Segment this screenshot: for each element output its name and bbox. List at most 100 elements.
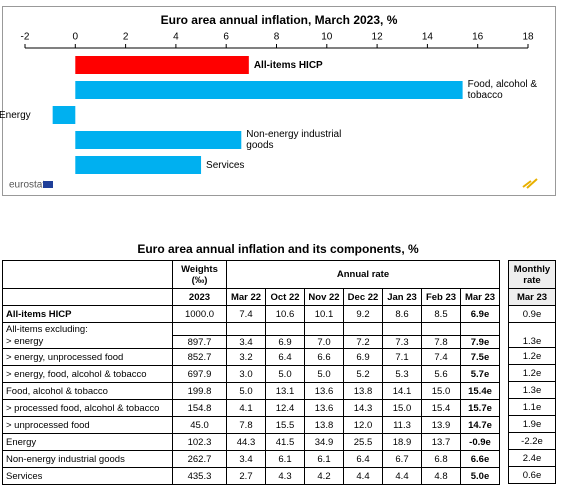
rate-cell: 6.6e	[460, 450, 500, 468]
table-row: 2.4e	[508, 449, 556, 467]
rate-cell: 12.0	[343, 416, 383, 434]
rate-cell: 6.4	[265, 348, 305, 366]
rate-cell: 13.8	[304, 416, 344, 434]
x-tick-label: 12	[372, 32, 384, 43]
header-cell	[2, 288, 173, 306]
bar	[75, 131, 242, 149]
table-row: All-items HICP 1000.0 7.4 10.6 10.1 9.2 8.6 8.5…	[2, 305, 500, 323]
empty-cell	[508, 322, 556, 335]
rate-cell: 15.7e	[460, 399, 500, 417]
row-label: > energy, unprocessed food	[2, 348, 173, 366]
empty-cell	[343, 322, 383, 336]
chart-frame: Euro area annual inflation, March 2023, …	[0, 6, 556, 196]
rate-cell: 6.1	[304, 450, 344, 468]
rate-cell: 34.9	[304, 433, 344, 451]
rate-cell: 7.4	[226, 305, 266, 323]
rate-cell: 15.0	[421, 382, 461, 400]
header-cell: Mar 23	[460, 288, 500, 306]
header-cell: Jan 23	[382, 288, 422, 306]
weight-cell: 435.3	[172, 467, 227, 485]
rate-cell: 11.3	[382, 416, 422, 434]
rate-cell: 3.4	[226, 335, 266, 349]
rate-cell: 7.3	[382, 335, 422, 349]
x-tick-label: 4	[173, 32, 179, 43]
rate-cell: 13.1	[265, 382, 305, 400]
chart: Euro area annual inflation, March 2023, …	[9, 13, 538, 191]
rate-cell: 7.5e	[460, 348, 500, 366]
rate-cell: 13.9	[421, 416, 461, 434]
rate-cell: 4.4	[382, 467, 422, 485]
weight-cell: 852.7	[172, 348, 227, 366]
logo-flag	[43, 181, 53, 188]
bar	[52, 106, 76, 124]
rate-cell: 14.7e	[460, 416, 500, 434]
rate-cell: 13.7	[421, 433, 461, 451]
table-row: Energy 102.3 44.3 41.5 34.9 25.5 18.9 13.7 -0.9e	[2, 433, 500, 451]
table-row: 1.9e	[508, 415, 556, 433]
monthly-cell: -2.2e	[508, 432, 556, 450]
bar-label: Food, alcohol & tobacco	[467, 79, 538, 101]
rate-cell: 44.3	[226, 433, 266, 451]
rate-cell: 7.0	[304, 335, 344, 349]
rate-cell: 3.4	[226, 450, 266, 468]
header-cell	[2, 260, 173, 289]
row-label: > unprocessed food	[2, 416, 173, 434]
rate-cell: 6.9	[265, 335, 305, 349]
table-row: 0.9e	[508, 305, 556, 323]
rate-cell: 4.1	[226, 399, 266, 417]
rate-cell: 8.6	[382, 305, 422, 323]
rate-cell: 14.1	[382, 382, 422, 400]
x-tick-label: 8	[274, 32, 280, 43]
table-row: -2.2e	[508, 432, 556, 450]
empty-cell	[226, 322, 266, 336]
monthly-cell: 1.3e	[508, 381, 556, 399]
weight-cell: 697.9	[172, 365, 227, 383]
rate-cell: 15.0	[382, 399, 422, 417]
rate-cell: 4.4	[343, 467, 383, 485]
monthly-cell: 1.2e	[508, 347, 556, 365]
rate-cell: 12.4	[265, 399, 305, 417]
rate-cell: 15.4e	[460, 382, 500, 400]
table-row: 1.3e	[508, 381, 556, 399]
header-cell: Mar 23	[508, 288, 556, 306]
x-tick-label: 10	[321, 32, 333, 43]
table-row: > unprocessed food 45.0 7.8 15.5 13.8 12.0 11.…	[2, 416, 500, 434]
rate-cell: 41.5	[265, 433, 305, 451]
header-cell: Oct 22	[265, 288, 305, 306]
monthly-cell: 1.3e	[508, 335, 556, 348]
monthly-table: Monthly rate Mar 23 0.9e 1.3e 1.2e 1.2e 1.3e…	[508, 260, 556, 484]
data-table: Weights (‰) Annual rate 2023 Mar 22 Oct 22…	[2, 260, 500, 485]
x-tick-label: 6	[223, 32, 229, 43]
row-label: Non-energy industrial goods	[2, 450, 173, 468]
table-row: 0.6e	[508, 466, 556, 484]
header-cell: Dec 22	[343, 288, 383, 306]
empty-cell	[382, 322, 422, 336]
table-row: 1.3e	[508, 335, 556, 348]
rate-cell: -0.9e	[460, 433, 500, 451]
bar-label: All-items HICP	[253, 59, 323, 71]
rate-cell: 9.2	[343, 305, 383, 323]
rate-cell: 6.4	[343, 450, 383, 468]
table-row: 1.1e	[508, 398, 556, 416]
weight-cell: 102.3	[172, 433, 227, 451]
table-row: Non-energy industrial goods 262.7 3.4 6.1 6.…	[2, 450, 500, 468]
rate-cell: 8.5	[421, 305, 461, 323]
header-cell: Weights (‰)	[172, 260, 227, 289]
rate-cell: 6.8	[421, 450, 461, 468]
row-label: > processed food, alcohol & tobacco	[2, 399, 173, 417]
x-tick-label: 0	[73, 32, 79, 43]
rate-cell: 6.7	[382, 450, 422, 468]
rate-cell: 6.9	[343, 348, 383, 366]
empty-cell	[304, 322, 344, 336]
rate-cell: 15.5	[265, 416, 305, 434]
rate-cell: 4.8	[421, 467, 461, 485]
rate-cell: 7.2	[343, 335, 383, 349]
weight-cell: 897.7	[172, 335, 227, 349]
rate-cell: 7.1	[382, 348, 422, 366]
x-tick-label: 18	[522, 32, 534, 43]
rate-cell: 13.8	[343, 382, 383, 400]
rate-cell: 6.1	[265, 450, 305, 468]
table-row	[508, 322, 556, 335]
weight-cell: 1000.0	[172, 305, 227, 323]
monthly-cell: 0.6e	[508, 466, 556, 484]
